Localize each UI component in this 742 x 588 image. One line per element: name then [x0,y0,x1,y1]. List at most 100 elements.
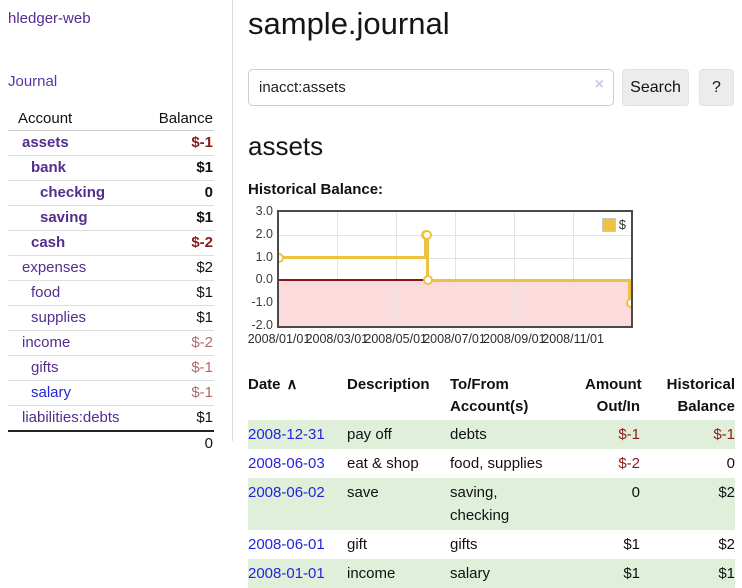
y-axis-tick-label: -1.0 [251,295,273,310]
clear-search-icon[interactable]: × [594,76,604,93]
sidebar-item-journal[interactable]: Journal [8,73,58,90]
accounts-total-balance: 0 [204,435,213,452]
register-accounts: gifts [450,536,478,553]
account-link-income[interactable]: income [22,334,71,351]
account-balance: 0 [145,180,214,206]
vertical-gridline [514,212,516,326]
account-row: liabilities:debts $1 [8,405,214,432]
account-link-gifts[interactable]: gifts [31,359,59,376]
x-axis-tick-label: 2008/09/01 [483,332,546,346]
register-accounts: saving, checking [450,484,510,524]
x-axis-tick-label: 2008/05/01 [364,332,427,346]
page-title: sample.journal [248,6,450,41]
register-amount: $-2 [618,455,640,472]
y-axis-tick-label: -2.0 [251,318,273,332]
historical-balance-chart[interactable]: $ 2008/01/01 2008/03/01 2008/05/01 2008/07/… [247,204,735,352]
search-input-wrap: × [248,69,614,106]
data-point-marker [279,252,284,263]
series-line-segment [279,256,428,260]
account-balance: $-1 [145,380,214,406]
series-line-segment [628,280,631,304]
register-accounts: salary [450,565,491,582]
sort-ascending-icon: ∧ [286,376,298,393]
series-line-segment [424,234,428,258]
chart-title: Historical Balance: [248,181,384,198]
search-input[interactable] [248,69,614,106]
chart-legend: $ [601,217,626,232]
register-historical-balance: 0 [726,455,735,472]
register-row: 2008-01-01 income salary $1 $1 [248,559,735,588]
account-row: salary $-1 [8,380,214,406]
x-axis-tick-label: 2008/11/01 [542,332,604,346]
account-row: supplies $1 [8,305,214,331]
search-button[interactable]: Search [622,69,689,106]
register-historical-balance: $-1 [713,426,735,443]
app-title-link[interactable]: hledger-web [8,10,91,27]
y-axis-tick-label: 0.0 [255,272,273,287]
register-date-link[interactable]: 2008-06-02 [248,484,325,501]
register-amount: $1 [623,565,640,582]
accounts-total-row: 0 [8,431,214,456]
account-link-bank[interactable]: bank [31,159,67,176]
series-line-segment [427,278,631,282]
account-row: gifts $-1 [8,355,214,381]
register-date-link[interactable]: 2008-06-03 [248,455,325,472]
register-date-link[interactable]: 2008-01-01 [248,565,325,582]
x-axis-tick-label: 2008/01/01 [247,332,311,346]
account-balance: $-2 [145,230,214,256]
accounts-header-account: Account [8,107,146,131]
register-description: pay off [347,426,392,443]
account-row: assets $-1 [8,130,214,156]
data-point-marker [421,229,432,240]
account-link-assets[interactable]: assets [22,134,69,151]
horizontal-gridline [279,303,631,305]
account-link-liabilities-debts[interactable]: liabilities:debts [22,409,120,426]
vertical-gridline [336,212,338,326]
accounts-table: Account Balance assets $-1 bank $1 checking 0… [8,107,214,456]
register-amount: 0 [631,484,640,501]
register-header-historical: Historical Balance [666,376,735,415]
register-description: gift [347,536,368,553]
vertical-gridline [573,212,575,326]
register-description: save [347,484,379,501]
register-date-link[interactable]: 2008-12-31 [248,426,325,443]
account-link-supplies[interactable]: supplies [31,309,87,326]
register-date-link[interactable]: 2008-06-01 [248,536,325,553]
register-table: Date ∧ Description To/From Account(s) Amo… [248,372,735,588]
register-row: 2008-06-01 gift gifts $1 $2 [248,530,735,559]
account-link-food[interactable]: food [31,284,61,301]
account-balance: $-2 [145,330,214,356]
account-balance: $1 [145,280,214,306]
account-row: food $1 [8,280,214,306]
account-link-salary[interactable]: salary [31,384,72,401]
account-balance: $1 [145,305,214,331]
horizontal-gridline [279,234,631,236]
data-point-marker [422,275,433,286]
register-row: 2008-12-31 pay off debts $-1 $-1 [248,420,735,449]
accounts-header-balance: Balance [145,107,214,131]
chart-plot-area: $ [277,210,633,328]
main-content: sample.journal × Search ? assets Histori… [248,0,735,588]
account-balance: $2 [145,255,214,281]
horizontal-gridline [279,257,631,259]
register-accounts: debts [450,426,487,443]
register-amount: $-1 [618,426,640,443]
sidebar: hledger-web Journal Account Balance asse… [0,0,233,452]
account-link-cash[interactable]: cash [31,234,66,251]
register-header-date[interactable]: Date ∧ [248,376,298,393]
account-balance: $1 [145,405,214,432]
account-link-checking[interactable]: checking [40,184,106,201]
y-axis-tick-label: 2.0 [255,226,273,241]
account-link-expenses[interactable]: expenses [22,259,87,276]
account-row: cash $-2 [8,230,214,256]
data-point-marker [626,298,631,309]
register-row: 2008-06-02 save saving, checking 0 $2 [248,478,735,530]
legend-label: $ [618,217,626,232]
help-button[interactable]: ? [699,69,734,106]
account-link-saving[interactable]: saving [40,209,88,226]
search-form: × Search ? [248,69,735,106]
register-amount: $1 [623,536,640,553]
vertical-gridline [395,212,397,326]
register-historical-balance: $1 [718,565,735,582]
register-historical-balance: $2 [718,484,735,501]
